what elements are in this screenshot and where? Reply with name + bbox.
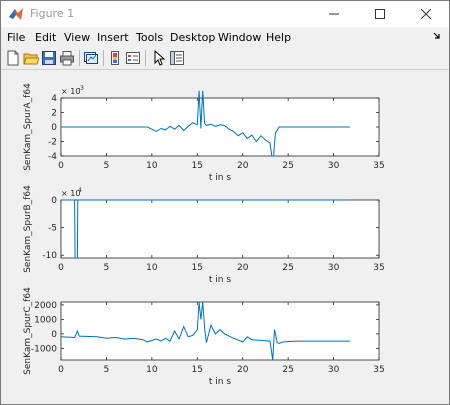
x-tick-label: 20: [237, 161, 249, 171]
x-tick-label: 15: [192, 161, 203, 171]
new-figure-icon[interactable]: [5, 50, 21, 66]
window-title: Figure 1: [30, 7, 75, 20]
x-tick-label: 30: [328, 365, 340, 375]
title-bar: Figure 1: [1, 1, 449, 27]
x-tick-label: 35: [373, 263, 384, 273]
y-tick-label: 0: [51, 330, 57, 340]
close-button[interactable]: [403, 1, 449, 27]
save-icon[interactable]: [41, 50, 57, 66]
x-axis-label: t in s: [209, 377, 231, 387]
y-tick-label: 2000: [34, 301, 57, 311]
x-axis-label: t in s: [209, 275, 231, 285]
x-tick-label: 5: [104, 161, 110, 171]
data-line: [61, 90, 350, 157]
y-exponent-label: × 10: [61, 87, 80, 96]
y-tick-label: -1000: [31, 344, 57, 354]
print-icon[interactable]: [59, 50, 75, 66]
y-tick-label: -2: [48, 138, 57, 148]
y-tick-label: -4: [48, 152, 57, 162]
link-plot-icon[interactable]: [83, 50, 99, 66]
matlab-icon: [9, 8, 23, 20]
minimize-button[interactable]: [311, 1, 357, 27]
x-tick-label: 25: [282, 365, 293, 375]
open-file-icon[interactable]: [23, 50, 39, 66]
menu-help[interactable]: Help: [266, 31, 292, 44]
axes-box: [60, 301, 380, 361]
x-tick-label: 5: [104, 365, 110, 375]
y-exponent-power: -3: [78, 85, 84, 92]
property-inspector-icon[interactable]: [169, 50, 185, 66]
y-tick-label: 0: [51, 196, 57, 206]
x-tick-label: 10: [146, 365, 158, 375]
menu-tools[interactable]: Tools: [136, 31, 164, 44]
x-tick-label: 25: [282, 161, 293, 171]
y-tick-label: 2: [51, 109, 57, 119]
maximize-icon: [375, 9, 385, 19]
x-tick-label: 0: [58, 161, 64, 171]
y-axis-label: SenKam_SpurB_f64: [23, 185, 33, 273]
data-line: [60, 301, 350, 361]
y-axis-label: SenKam_SpurC_f64: [23, 287, 33, 375]
y-axis-label: SenKam_SpurA_f64: [23, 83, 33, 171]
menu-window[interactable]: Window: [218, 31, 262, 44]
y-tick-label: -10: [42, 251, 57, 261]
insert-colorbar-icon[interactable]: [107, 50, 123, 66]
menu-view[interactable]: View: [64, 31, 91, 44]
y-tick-label: -5: [48, 224, 57, 234]
y-tick-label: 1000: [34, 315, 57, 325]
close-icon: [420, 8, 432, 20]
x-tick-label: 25: [282, 263, 293, 273]
figure-toolbar: [1, 47, 449, 70]
x-tick-label: 0: [58, 263, 64, 273]
toolbar-separator: [103, 50, 104, 66]
x-tick-label: 20: [237, 263, 249, 273]
x-tick-label: 30: [328, 263, 340, 273]
toolbar-separator: [79, 50, 80, 66]
x-tick-label: 15: [192, 263, 203, 273]
menu-insert[interactable]: Insert: [97, 31, 129, 44]
x-tick-label: 35: [373, 161, 384, 171]
x-tick-label: 35: [373, 365, 384, 375]
x-tick-label: 10: [146, 263, 158, 273]
x-tick-label: 5: [104, 263, 110, 273]
x-tick-label: 30: [328, 161, 340, 171]
figure-canvas: 0 5 10 15 20 25 30 35 4 2 0 -2 -4 t in s SenKam_SpurA_…: [1, 70, 449, 404]
menu-desktop[interactable]: Desktop: [170, 31, 216, 44]
x-tick-label: 0: [58, 365, 64, 375]
x-tick-label: 15: [192, 365, 203, 375]
x-tick-label: 20: [237, 365, 249, 375]
menu-file[interactable]: File: [7, 31, 26, 44]
y-exponent-label: × 10: [61, 189, 80, 198]
insert-legend-icon[interactable]: [125, 50, 141, 66]
x-tick-label: 10: [146, 161, 158, 171]
menu-bar: File Edit View Insert Tools Desktop Wind…: [1, 28, 449, 46]
data-line: [61, 199, 350, 259]
menu-edit[interactable]: Edit: [35, 31, 57, 44]
maximize-button[interactable]: [357, 1, 403, 27]
y-exponent-power: 4: [78, 187, 82, 194]
y-tick-label: 4: [51, 94, 57, 104]
x-axis-label: t in s: [209, 173, 231, 183]
toolbar-separator: [145, 50, 146, 66]
minimize-icon: [329, 13, 339, 15]
edit-plot-arrow-icon[interactable]: [151, 50, 167, 66]
y-tick-label: 0: [51, 123, 57, 133]
dock-arrow-icon[interactable]: [433, 32, 441, 40]
axes-box: [60, 199, 380, 259]
